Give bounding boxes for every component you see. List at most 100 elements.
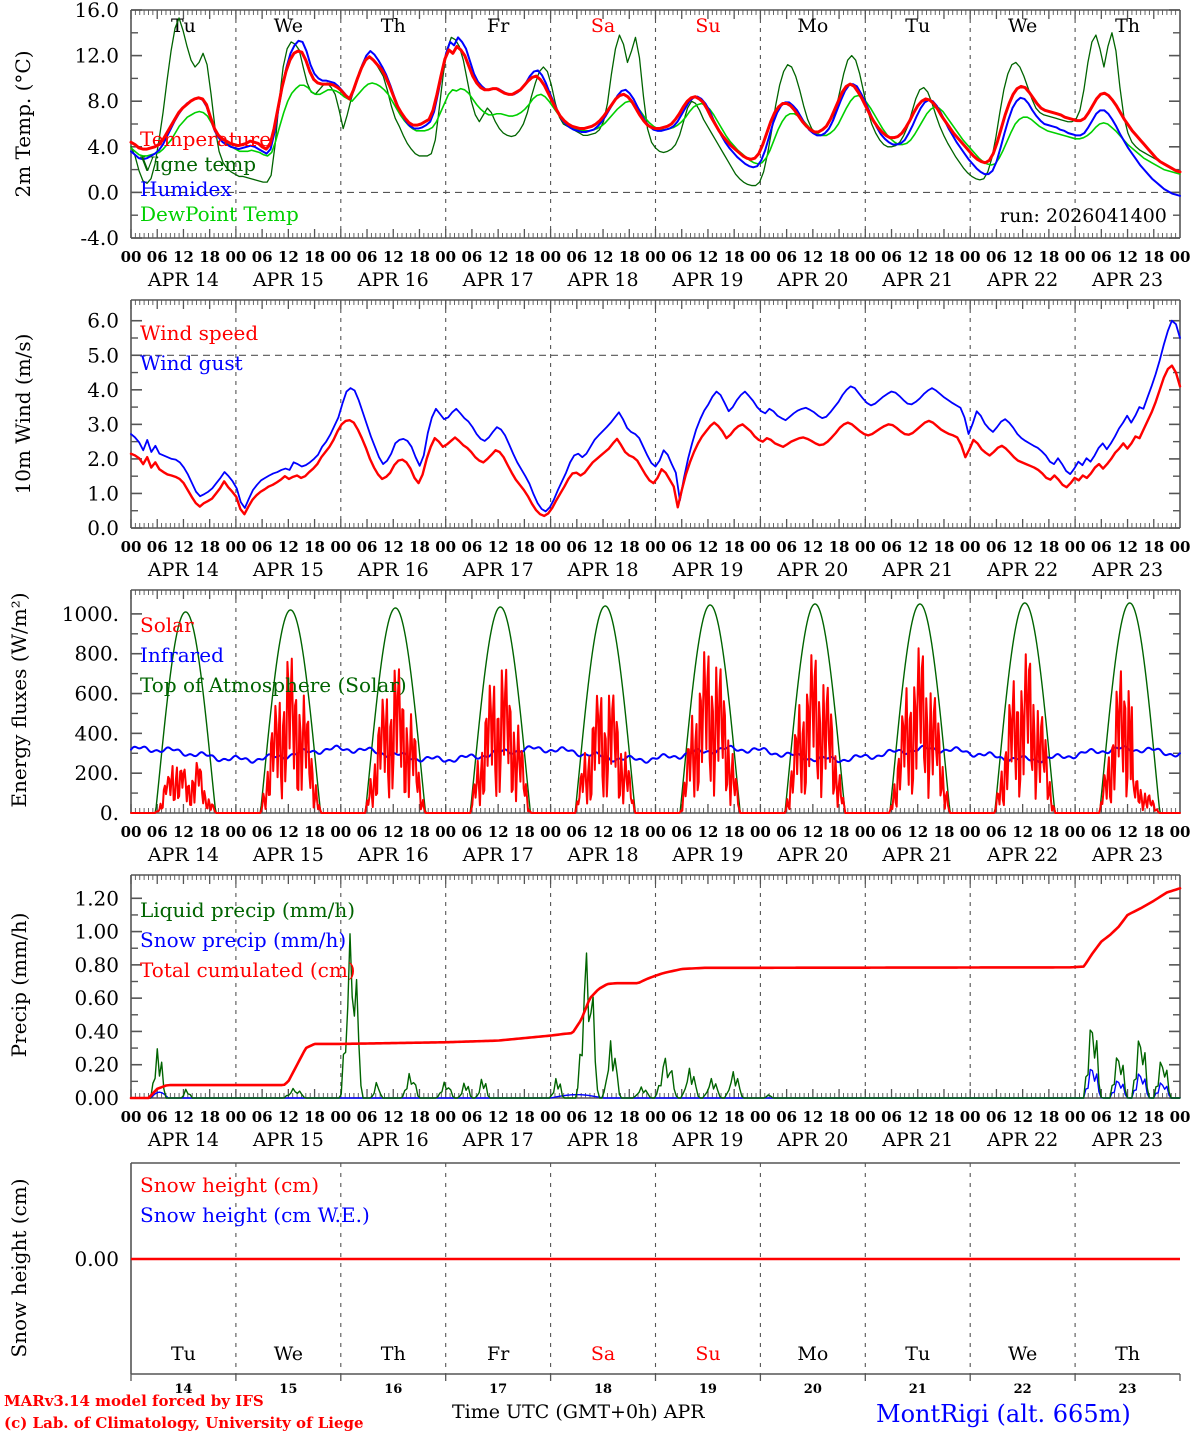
svg-text:18: 18 <box>934 538 955 556</box>
svg-text:8.0: 8.0 <box>87 89 119 113</box>
svg-text:00: 00 <box>330 538 351 556</box>
svg-text:0.60: 0.60 <box>74 986 119 1010</box>
svg-text:12: 12 <box>278 538 299 556</box>
svg-text:00: 00 <box>225 823 246 841</box>
svg-text:APR 16: APR 16 <box>357 269 429 291</box>
svg-text:12: 12 <box>488 823 509 841</box>
svg-text:18: 18 <box>724 248 745 266</box>
svg-text:APR 20: APR 20 <box>776 844 848 866</box>
svg-text:06: 06 <box>1091 1108 1112 1126</box>
svg-text:06: 06 <box>881 248 902 266</box>
y-tick-label: 0.00 <box>74 1247 119 1271</box>
svg-text:00: 00 <box>750 538 771 556</box>
svg-text:2.0: 2.0 <box>87 447 119 471</box>
svg-text:APR 18: APR 18 <box>567 844 639 866</box>
svg-text:APR 20: APR 20 <box>776 269 848 291</box>
series-humidex <box>130 36 1181 197</box>
svg-text:18: 18 <box>619 538 640 556</box>
svg-text:APR 15: APR 15 <box>252 844 324 866</box>
svg-text:00: 00 <box>1170 823 1191 841</box>
svg-text:We: We <box>274 1343 303 1365</box>
svg-text:06: 06 <box>1091 538 1112 556</box>
svg-text:12: 12 <box>173 248 194 266</box>
svg-text:Vigne temp: Vigne temp <box>139 152 256 176</box>
svg-text:17: 17 <box>489 1382 507 1397</box>
x-axis-labels: 00 06 12 18 APR 14 00 06 12 18 APR 15 00 06 12 18 APR … <box>121 823 1191 866</box>
svg-text:12: 12 <box>593 538 614 556</box>
svg-text:00: 00 <box>435 823 456 841</box>
svg-text:APR 21: APR 21 <box>881 844 953 866</box>
svg-text:Solar: Solar <box>140 613 194 637</box>
svg-text:18: 18 <box>934 248 955 266</box>
svg-text:18: 18 <box>934 1108 955 1126</box>
svg-text:18: 18 <box>304 1108 325 1126</box>
svg-text:APR 19: APR 19 <box>671 844 743 866</box>
svg-text:Snow precip (mm/h): Snow precip (mm/h) <box>140 928 346 952</box>
svg-text:18: 18 <box>829 538 850 556</box>
svg-text:APR 22: APR 22 <box>986 1129 1058 1151</box>
svg-text:0.20: 0.20 <box>74 1053 119 1077</box>
svg-text:06: 06 <box>357 823 378 841</box>
svg-text:12: 12 <box>593 823 614 841</box>
svg-text:06: 06 <box>776 823 797 841</box>
svg-text:00: 00 <box>645 538 666 556</box>
svg-text:Tu: Tu <box>905 15 930 37</box>
svg-text:Th: Th <box>1115 1343 1140 1365</box>
svg-text:00: 00 <box>855 1108 876 1126</box>
svg-text:APR 21: APR 21 <box>881 269 953 291</box>
svg-text:12: 12 <box>1117 1108 1138 1126</box>
svg-text:00: 00 <box>121 248 142 266</box>
svg-text:Wind speed: Wind speed <box>140 321 258 345</box>
svg-text:Su: Su <box>695 1343 720 1365</box>
svg-text:00: 00 <box>540 538 561 556</box>
svg-text:12: 12 <box>593 248 614 266</box>
day-of-week-row: Tu We Th Fr Sa Su Mo Tu We Th <box>171 15 1140 37</box>
svg-text:06: 06 <box>461 538 482 556</box>
svg-text:18: 18 <box>724 823 745 841</box>
svg-text:APR 16: APR 16 <box>357 1129 429 1151</box>
svg-text:12: 12 <box>1012 1108 1033 1126</box>
svg-text:00: 00 <box>855 538 876 556</box>
svg-text:APR 18: APR 18 <box>567 1129 639 1151</box>
svg-text:18: 18 <box>1143 823 1164 841</box>
svg-text:00: 00 <box>960 1108 981 1126</box>
svg-text:16.0: 16.0 <box>74 0 119 22</box>
svg-text:12: 12 <box>1117 248 1138 266</box>
svg-text:Mo: Mo <box>797 1343 828 1365</box>
series-wind-gust <box>130 319 1181 513</box>
svg-text:5.0: 5.0 <box>87 343 119 367</box>
svg-text:00: 00 <box>225 538 246 556</box>
svg-text:APR 15: APR 15 <box>252 269 324 291</box>
svg-text:18: 18 <box>514 248 535 266</box>
svg-text:12: 12 <box>488 538 509 556</box>
svg-text:Sa: Sa <box>591 1343 615 1365</box>
svg-text:12: 12 <box>383 823 404 841</box>
panel-wind: 6.0 5.0 4.0 3.0 2.0 1.0 0.0 Wind speed Wind gust… <box>0 290 1194 581</box>
svg-text:3.0: 3.0 <box>87 412 119 436</box>
svg-text:12: 12 <box>383 538 404 556</box>
svg-text:06: 06 <box>776 538 797 556</box>
svg-text:APR 16: APR 16 <box>357 559 429 581</box>
panel-energy-fluxes: 1000. 800. 600. 400. 200. 0. Solar Infrared Top … <box>0 580 1194 866</box>
svg-text:DewPoint Temp: DewPoint Temp <box>140 202 299 226</box>
svg-text:18: 18 <box>409 1108 430 1126</box>
svg-text:Tu: Tu <box>905 1343 930 1365</box>
svg-text:22: 22 <box>1014 1382 1032 1397</box>
svg-text:18: 18 <box>199 1108 220 1126</box>
svg-text:18: 18 <box>514 823 535 841</box>
svg-text:16: 16 <box>384 1382 402 1397</box>
svg-text:18: 18 <box>1143 538 1164 556</box>
svg-text:06: 06 <box>776 248 797 266</box>
svg-text:19: 19 <box>699 1382 717 1397</box>
svg-text:00: 00 <box>1065 248 1086 266</box>
svg-text:APR 15: APR 15 <box>252 1129 324 1151</box>
svg-text:0.: 0. <box>100 801 119 825</box>
svg-text:00: 00 <box>540 1108 561 1126</box>
svg-text:APR 14: APR 14 <box>147 844 219 866</box>
svg-text:12: 12 <box>593 1108 614 1126</box>
svg-text:18: 18 <box>409 248 430 266</box>
svg-text:12: 12 <box>907 538 928 556</box>
svg-text:12: 12 <box>278 823 299 841</box>
svg-text:Snow height (cm): Snow height (cm) <box>140 1173 319 1197</box>
svg-text:00: 00 <box>435 248 456 266</box>
